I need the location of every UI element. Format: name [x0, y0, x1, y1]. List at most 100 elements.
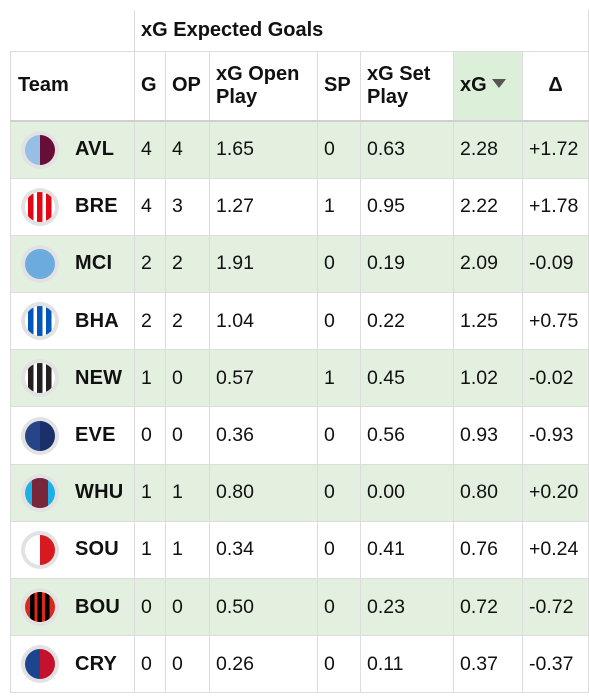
cell-g: 0: [134, 577, 166, 637]
cell-g: 0: [134, 406, 166, 465]
column-header-sp[interactable]: SP: [317, 50, 361, 122]
team-wrap: BOU: [21, 588, 134, 627]
cell-sp: 0: [317, 292, 361, 351]
cell-xg-set: 0.45: [360, 349, 454, 408]
cell-sp: 0: [317, 577, 361, 637]
team-wrap: BHA: [21, 302, 134, 341]
sort-descending-icon: [491, 79, 506, 89]
cell-xg-open: 0.34: [209, 520, 318, 580]
table-row[interactable]: BOU 0 0 0.50 0 0.23 0.72 -0.72: [10, 577, 589, 637]
team-name[interactable]: NEW: [75, 366, 123, 389]
column-header-xg[interactable]: xG: [453, 50, 523, 122]
cell-xg: 1.02: [453, 349, 523, 408]
column-header-op[interactable]: OP: [165, 50, 210, 122]
team-cell: NEW: [10, 349, 135, 408]
cell-xg-set: 0.00: [360, 463, 454, 522]
team-name[interactable]: AVL: [75, 138, 115, 161]
cell-xg: 0.93: [453, 406, 523, 465]
cell-sp: 0: [317, 120, 361, 179]
cell-op: 3: [165, 177, 210, 236]
cell-delta: +1.72: [521, 120, 589, 179]
team-wrap: AVL: [21, 130, 134, 169]
cell-sp: 0: [317, 520, 361, 580]
team-name[interactable]: SOU: [75, 538, 119, 561]
cell-op: 0: [165, 349, 210, 408]
team-name[interactable]: BHA: [75, 309, 119, 332]
cell-xg: 2.22: [453, 177, 523, 236]
eve-badge-icon: [21, 416, 59, 455]
table-row[interactable]: NEW 1 0 0.57 1 0.45 1.02 -0.02: [10, 349, 589, 408]
cell-op: 0: [165, 577, 210, 637]
cell-g: 1: [134, 349, 166, 408]
column-header-delta[interactable]: Δ: [521, 50, 589, 122]
column-header-row: Team G OP xG Open Play SP xG Set Play xG…: [10, 50, 589, 122]
cell-xg-open: 0.80: [209, 463, 318, 522]
table-row[interactable]: WHU 1 1 0.80 0 0.00 0.80 +0.20: [10, 463, 589, 522]
bha-badge-icon: [21, 302, 59, 341]
cell-g: 1: [134, 520, 166, 580]
cell-g: 4: [134, 177, 166, 236]
table-row[interactable]: AVL 4 4 1.65 0 0.63 2.28 +1.72: [10, 120, 589, 179]
cell-delta: +0.24: [521, 520, 589, 580]
avl-badge-icon: [21, 130, 59, 169]
cell-xg-set: 0.41: [360, 520, 454, 580]
table-row[interactable]: MCI 2 2 1.91 0 0.19 2.09 -0.09: [10, 234, 589, 294]
cell-sp: 0: [317, 635, 361, 694]
cell-op: 0: [165, 406, 210, 465]
table-body: AVL 4 4 1.65 0 0.63 2.28 +1.72 BRE 4 3 1.27 1 0.95 2.2…: [10, 120, 589, 694]
cell-op: 4: [165, 120, 210, 179]
cry-badge-icon: [21, 645, 59, 684]
cell-xg-open: 0.50: [209, 577, 318, 637]
sou-badge-icon: [21, 530, 59, 569]
team-wrap: EVE: [21, 416, 134, 455]
team-name[interactable]: MCI: [75, 252, 113, 275]
column-header-xg-open-play[interactable]: xG Open Play: [209, 50, 318, 122]
cell-sp: 0: [317, 406, 361, 465]
table-row[interactable]: BHA 2 2 1.04 0 0.22 1.25 +0.75: [10, 292, 589, 351]
cell-xg: 0.37: [453, 635, 523, 694]
team-cell: AVL: [10, 120, 135, 179]
group-header-row: xG Expected Goals: [10, 10, 589, 52]
team-name[interactable]: BRE: [75, 195, 118, 218]
bou-badge-icon: [21, 588, 59, 627]
cell-xg: 2.28: [453, 120, 523, 179]
column-header-xg-set-play[interactable]: xG Set Play: [360, 50, 454, 122]
cell-op: 2: [165, 292, 210, 351]
whu-badge-icon: [21, 473, 59, 512]
bre-badge-icon: [21, 187, 59, 226]
cell-xg-set: 0.11: [360, 635, 454, 694]
cell-g: 2: [134, 292, 166, 351]
cell-sp: 1: [317, 177, 361, 236]
cell-xg-set: 0.95: [360, 177, 454, 236]
cell-g: 4: [134, 120, 166, 179]
table-row[interactable]: CRY 0 0 0.26 0 0.11 0.37 -0.37: [10, 635, 589, 694]
group-header-spacer: [10, 10, 135, 52]
team-cell: WHU: [10, 463, 135, 522]
column-header-g[interactable]: G: [134, 50, 166, 122]
table-row[interactable]: SOU 1 1 0.34 0 0.41 0.76 +0.24: [10, 520, 589, 580]
cell-sp: 0: [317, 463, 361, 522]
team-cell: CRY: [10, 635, 135, 694]
cell-xg-set: 0.23: [360, 577, 454, 637]
cell-delta: -0.09: [521, 234, 589, 294]
team-name[interactable]: CRY: [75, 652, 118, 675]
team-wrap: WHU: [21, 473, 134, 512]
team-cell: SOU: [10, 520, 135, 580]
table-row[interactable]: BRE 4 3 1.27 1 0.95 2.22 +1.78: [10, 177, 589, 236]
cell-xg-set: 0.63: [360, 120, 454, 179]
team-wrap: CRY: [21, 645, 134, 684]
column-header-team[interactable]: Team: [10, 50, 135, 122]
cell-xg-set: 0.56: [360, 406, 454, 465]
cell-g: 0: [134, 635, 166, 694]
cell-xg-set: 0.22: [360, 292, 454, 351]
table-row[interactable]: EVE 0 0 0.36 0 0.56 0.93 -0.93: [10, 406, 589, 465]
team-name[interactable]: BOU: [75, 595, 121, 618]
cell-op: 2: [165, 234, 210, 294]
team-name[interactable]: WHU: [75, 481, 124, 504]
xg-stats-table: xG Expected Goals Team G OP xG Open Play…: [10, 10, 589, 694]
team-cell: MCI: [10, 234, 135, 294]
team-cell: BOU: [10, 577, 135, 637]
cell-op: 0: [165, 635, 210, 694]
team-wrap: NEW: [21, 359, 134, 398]
team-name[interactable]: EVE: [75, 424, 116, 447]
